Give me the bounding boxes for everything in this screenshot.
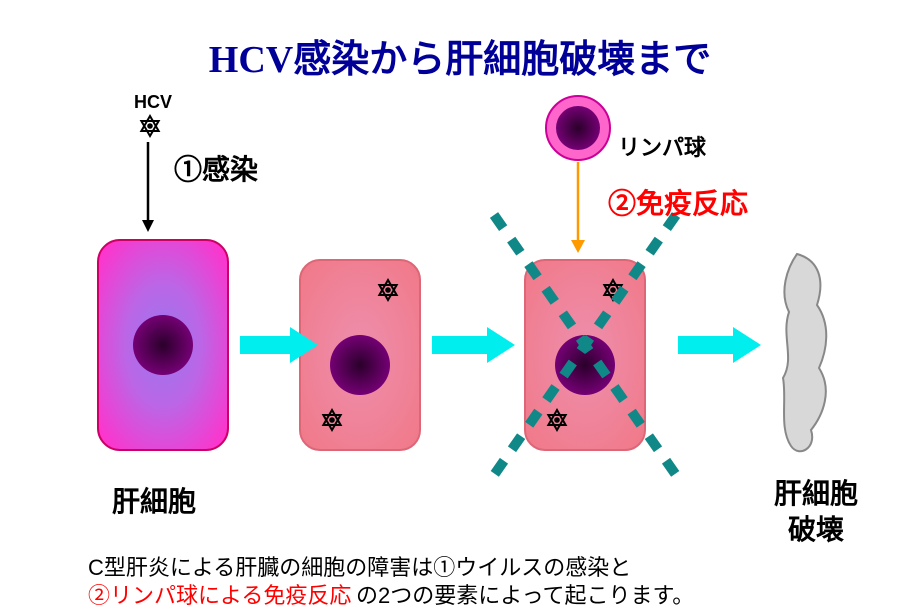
lymph-label: リンパ球 xyxy=(618,130,706,162)
infect-arrow-icon xyxy=(142,220,154,232)
nucleus-icon xyxy=(133,315,193,375)
diagram-stage: HCV感染から肝細胞破壊まで HCV ①感染 リンパ球 ②免疫反応 肝細胞 肝細… xyxy=(0,0,920,613)
caption-line2a: ②リンパ球による免疫反応 xyxy=(88,578,351,610)
livercell-label: 肝細胞 xyxy=(112,480,196,520)
caption-line2b: の2つの要素によって起こります。 xyxy=(356,578,694,610)
virus-icon xyxy=(147,123,153,129)
flow-arrow-icon xyxy=(678,327,761,363)
virus-icon xyxy=(385,287,391,293)
lymphocyte-nucleus-icon xyxy=(556,106,600,150)
virus-icon xyxy=(554,417,560,423)
hcv-label: HCV xyxy=(134,92,172,113)
immune-arrow-icon xyxy=(571,240,585,253)
debris-icon xyxy=(783,254,826,451)
flow-arrow-icon xyxy=(432,327,515,363)
virus-icon xyxy=(329,417,335,423)
nucleus-icon xyxy=(330,335,390,395)
immune-label: ②免疫反応 xyxy=(608,182,748,222)
destroy1-label: 肝細胞 xyxy=(774,472,858,512)
destroy2-label: 破壊 xyxy=(788,508,844,548)
diagram-title: HCV感染から肝細胞破壊まで xyxy=(0,28,920,83)
infect-label: ①感染 xyxy=(174,148,258,188)
virus-icon xyxy=(610,287,616,293)
